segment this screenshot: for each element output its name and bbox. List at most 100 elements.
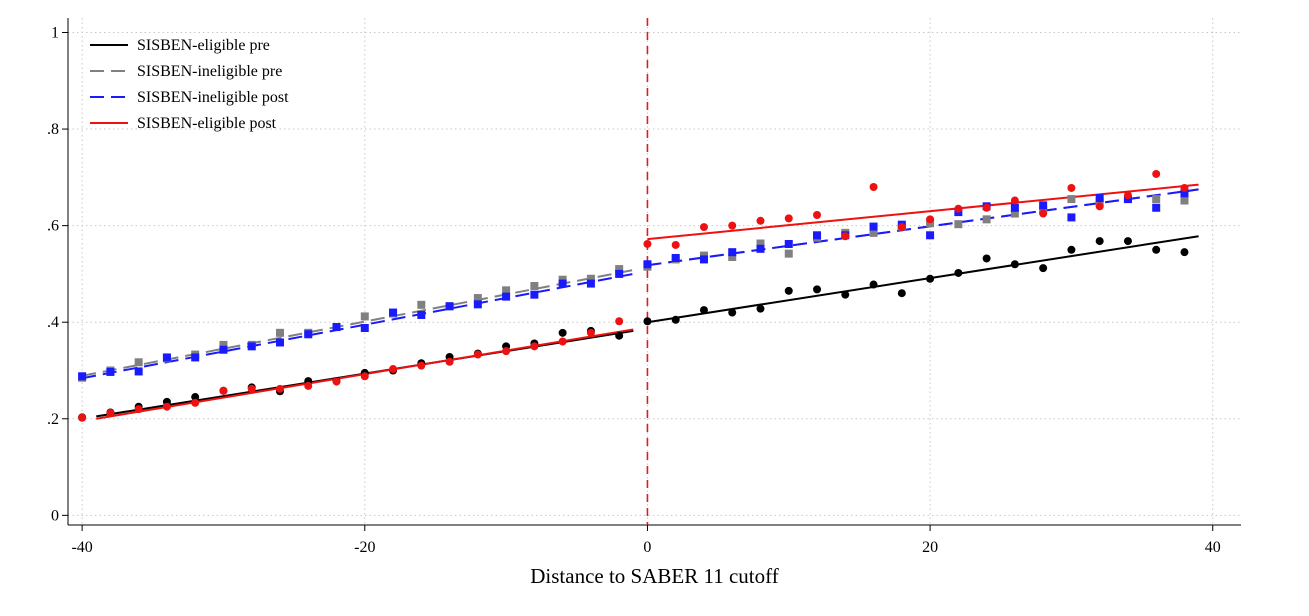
data-point	[1067, 195, 1076, 204]
data-point	[1152, 169, 1161, 178]
legend-label: SISBEN-ineligible pre	[137, 63, 282, 80]
y-tick-label: .4	[47, 314, 59, 331]
data-point	[699, 255, 708, 264]
data-point	[417, 300, 426, 309]
data-point	[191, 393, 200, 402]
data-point	[784, 249, 793, 258]
data-point	[643, 260, 652, 269]
data-point	[134, 358, 143, 367]
x-tick-label: 40	[1205, 539, 1221, 556]
fit-line	[81, 269, 634, 377]
data-point	[728, 308, 737, 317]
data-point	[1152, 203, 1161, 212]
legend-label: SISBEN-ineligible post	[137, 89, 289, 106]
data-point	[558, 328, 567, 337]
data-point	[1180, 183, 1189, 192]
x-tick-label: -40	[71, 539, 92, 556]
data-point	[191, 353, 200, 362]
data-point	[1067, 183, 1076, 192]
data-point	[275, 338, 284, 347]
data-point	[1180, 196, 1189, 205]
fit-lines	[81, 183, 1199, 420]
y-tick-label: 0	[51, 507, 59, 524]
data-point	[841, 290, 850, 299]
data-point	[1039, 209, 1048, 218]
data-point	[1067, 245, 1076, 254]
data-point	[699, 223, 708, 232]
x-tick-label: 20	[922, 539, 938, 556]
y-tick-label: .6	[47, 218, 59, 235]
data-point	[756, 304, 765, 313]
data-point	[332, 323, 341, 332]
data-point	[473, 294, 482, 303]
data-point	[869, 222, 878, 231]
data-point	[813, 211, 822, 220]
fit-line	[81, 272, 634, 380]
x-axis-title: Distance to SABER 11 cutoff	[530, 564, 778, 588]
data-point	[671, 315, 680, 324]
data-point	[954, 204, 963, 213]
data-point	[1010, 260, 1019, 269]
data-point	[586, 328, 595, 337]
data-point	[247, 384, 256, 393]
data-point	[360, 372, 369, 381]
data-point	[784, 214, 793, 223]
data-point	[304, 330, 313, 339]
axes: 0 .2 .4 .6 .8 1 -40 -20 0 20 40	[47, 18, 1241, 556]
data-point	[841, 232, 850, 241]
data-point	[615, 317, 624, 326]
legend-label: SISBEN-eligible post	[137, 115, 277, 132]
data-point	[897, 223, 906, 232]
data-point	[275, 384, 284, 393]
fit-line	[647, 188, 1199, 267]
y-tick-label: .8	[47, 121, 59, 138]
data-point	[586, 279, 595, 288]
data-point	[756, 239, 765, 248]
data-point	[78, 413, 87, 422]
data-point	[389, 308, 398, 317]
data-point	[502, 347, 511, 356]
data-point	[586, 274, 595, 283]
legend: SISBEN-eligible pre SISBEN-ineligible pre…	[90, 37, 289, 132]
data-point	[926, 274, 935, 283]
data-point	[1180, 189, 1189, 198]
data-point	[1123, 191, 1132, 200]
data-point	[615, 269, 624, 278]
data-point	[134, 367, 143, 376]
data-point	[728, 248, 737, 257]
data-point	[473, 300, 482, 309]
data-point	[530, 290, 539, 299]
data-point	[360, 312, 369, 321]
data-point	[671, 253, 680, 262]
data-point	[1095, 194, 1104, 203]
x-tick-label: 0	[643, 539, 651, 556]
data-point	[502, 286, 511, 295]
data-point	[869, 183, 878, 191]
data-point	[502, 292, 511, 301]
data-point	[473, 350, 482, 359]
data-point	[699, 306, 708, 315]
data-point	[445, 357, 454, 366]
data-point	[784, 286, 793, 295]
data-point	[530, 342, 539, 351]
legend-label: SISBEN-eligible pre	[137, 37, 270, 54]
data-point	[869, 228, 878, 237]
data-point	[332, 377, 341, 386]
data-point	[869, 280, 878, 289]
fit-line	[647, 235, 1199, 324]
data-point	[417, 310, 426, 319]
data-point	[728, 253, 737, 262]
data-point	[615, 331, 624, 340]
data-point	[813, 285, 822, 294]
data-point	[558, 279, 567, 288]
data-point	[389, 365, 398, 374]
data-point	[219, 345, 228, 354]
data-point	[1095, 202, 1104, 211]
data-point	[1123, 237, 1132, 246]
y-tick-label: 1	[51, 24, 59, 41]
data-point	[728, 221, 737, 230]
data-point	[78, 372, 87, 381]
data-point	[219, 386, 228, 395]
data-point	[162, 353, 171, 362]
y-tick-label: .2	[47, 411, 59, 428]
